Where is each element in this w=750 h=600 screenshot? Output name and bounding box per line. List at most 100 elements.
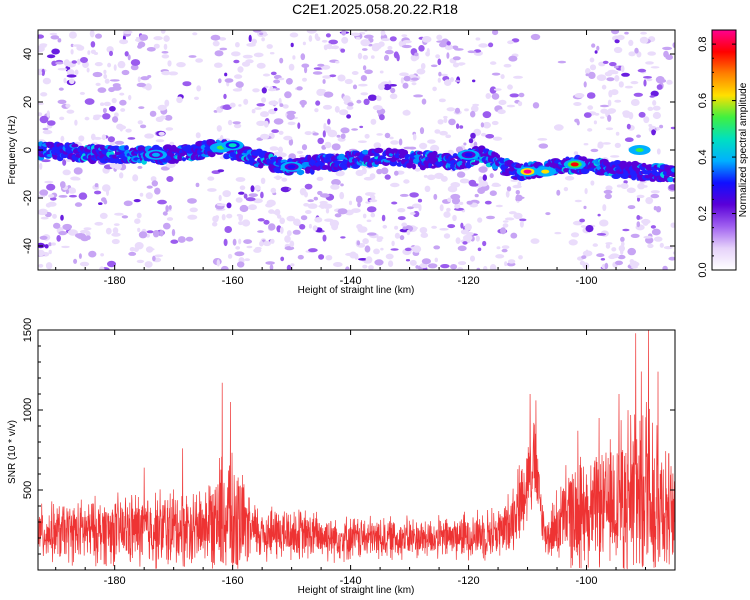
heatmap-echo-cell bbox=[667, 176, 675, 183]
heatmap-noise-cell bbox=[563, 187, 569, 192]
heatmap-noise-cell bbox=[624, 137, 634, 142]
heatmap-echo-cell bbox=[181, 157, 187, 162]
y-tick-label: 1500 bbox=[22, 318, 34, 342]
heatmap-noise-cell bbox=[146, 47, 156, 52]
heatmap-noise-cell bbox=[517, 101, 523, 107]
heatmap-noise-cell bbox=[171, 229, 176, 237]
heatmap-noise-cell bbox=[614, 75, 620, 82]
heatmap-noise-cell bbox=[666, 79, 673, 85]
heatmap-noise-cell bbox=[227, 253, 233, 259]
heatmap-noise-cell bbox=[468, 138, 474, 144]
heatmap-noise-cell bbox=[279, 226, 284, 234]
colorbar-tick-label: 0.0 bbox=[697, 262, 709, 277]
heatmap-noise-cell bbox=[330, 184, 340, 190]
heatmap-noise-cell bbox=[133, 199, 141, 203]
heatmap-noise-cell bbox=[100, 102, 105, 106]
heatmap-noise-cell bbox=[417, 198, 423, 203]
heatmap-noise-cell bbox=[574, 118, 580, 123]
heatmap-noise-cell bbox=[446, 41, 451, 46]
x-tick-label: -100 bbox=[576, 275, 598, 287]
heatmap-noise-cell bbox=[165, 127, 174, 131]
heatmap-noise-cell bbox=[46, 54, 56, 59]
heatmap-noise-cell bbox=[434, 129, 441, 134]
heatmap-y-axis-label: Frequency (Hz) bbox=[7, 116, 18, 185]
heatmap-noise-cell bbox=[358, 258, 368, 261]
heatmap-noise-cell bbox=[599, 104, 610, 108]
heatmap-noise-cell bbox=[505, 190, 510, 198]
heatmap-noise-cell bbox=[293, 218, 301, 226]
heatmap-noise-cell bbox=[464, 108, 469, 112]
heatmap-noise-cell bbox=[614, 142, 621, 148]
heatmap-noise-cell bbox=[519, 220, 524, 228]
heatmap-noise-cell bbox=[39, 115, 49, 124]
heatmap-noise-cell bbox=[218, 194, 222, 202]
heatmap-noise-cell bbox=[437, 119, 444, 125]
heatmap-noise-cell bbox=[38, 210, 48, 216]
heatmap-noise-cell bbox=[214, 50, 224, 57]
heatmap-noise-cell bbox=[623, 180, 628, 184]
heatmap-noise-cell bbox=[466, 200, 473, 205]
heatmap-noise-cell bbox=[322, 79, 326, 84]
heatmap-noise-cell bbox=[405, 109, 409, 115]
x-tick-label: -180 bbox=[104, 275, 126, 287]
heatmap-noise-cell bbox=[340, 48, 346, 53]
heatmap-noise-cell bbox=[457, 62, 466, 66]
heatmap-noise-cell bbox=[317, 137, 325, 145]
heatmap-noise-cell bbox=[103, 101, 111, 107]
heatmap-noise-cell bbox=[90, 49, 96, 54]
heatmap-noise-cell bbox=[604, 193, 612, 200]
heatmap-echo-cell bbox=[580, 167, 590, 175]
heatmap-noise-cell bbox=[380, 247, 384, 251]
heatmap-noise-cell bbox=[112, 227, 119, 234]
heatmap-noise-cell bbox=[614, 99, 622, 103]
heatmap-noise-cell bbox=[356, 224, 363, 230]
heatmap-noise-cell bbox=[114, 162, 122, 170]
heatmap-noise-cell bbox=[250, 185, 255, 193]
heatmap-noise-cell bbox=[376, 133, 383, 136]
heatmap-noise-cell bbox=[274, 208, 281, 216]
heatmap-noise-cell bbox=[260, 177, 266, 184]
heatmap-noise-cell bbox=[226, 202, 232, 209]
heatmap-noise-cell bbox=[286, 264, 292, 270]
heatmap-noise-cell bbox=[194, 96, 199, 101]
heatmap-noise-cell bbox=[401, 44, 412, 49]
heatmap-noise-cell bbox=[51, 60, 58, 66]
y-tick-label: 1000 bbox=[22, 398, 34, 422]
heatmap-noise-cell bbox=[481, 132, 487, 137]
heatmap-noise-cell bbox=[238, 221, 244, 226]
heatmap-noise-cell bbox=[235, 197, 243, 203]
heatmap-noise-cell bbox=[420, 62, 426, 70]
heatmap-echo-cell bbox=[397, 159, 402, 163]
heatmap-noise-cell bbox=[325, 255, 333, 261]
heatmap-noise-cell bbox=[519, 218, 527, 222]
heatmap-noise-cell bbox=[382, 224, 388, 229]
heatmap-noise-cell bbox=[663, 246, 673, 250]
heatmap-noise-cell bbox=[415, 265, 420, 269]
heatmap-noise-cell bbox=[440, 264, 450, 269]
heatmap-x-axis-label: Height of straight line (km) bbox=[298, 285, 415, 296]
heatmap-noise-cell bbox=[464, 223, 472, 231]
heatmap-noise-cell bbox=[363, 176, 374, 181]
heatmap-noise-cell bbox=[52, 213, 57, 219]
heatmap-noise-cell bbox=[162, 211, 168, 216]
heatmap-noise-cell bbox=[308, 223, 312, 229]
heatmap-noise-cell bbox=[335, 60, 340, 64]
heatmap-noise-cell bbox=[399, 72, 409, 77]
heatmap-noise-cell bbox=[630, 81, 639, 85]
heatmap-noise-cell bbox=[329, 219, 340, 227]
heatmap-noise-cell bbox=[470, 110, 476, 118]
heatmap-noise-cell bbox=[57, 67, 68, 71]
heatmap-noise-cell bbox=[454, 204, 461, 209]
heatmap-noise-cell bbox=[570, 232, 580, 238]
heatmap-noise-cell bbox=[57, 99, 67, 105]
heatmap-noise-cell bbox=[268, 209, 275, 214]
heatmap-noise-cell bbox=[568, 239, 578, 246]
heatmap-noise-cell bbox=[38, 102, 44, 105]
heatmap-noise-cell bbox=[362, 264, 368, 269]
heatmap-noise-cell bbox=[448, 118, 456, 126]
heatmap-noise-cell bbox=[359, 125, 364, 129]
heatmap-noise-cell bbox=[210, 34, 221, 41]
heatmap-noise-cell bbox=[477, 187, 486, 195]
heatmap-noise-cell bbox=[355, 169, 365, 177]
heatmap-noise-cell bbox=[615, 260, 623, 266]
